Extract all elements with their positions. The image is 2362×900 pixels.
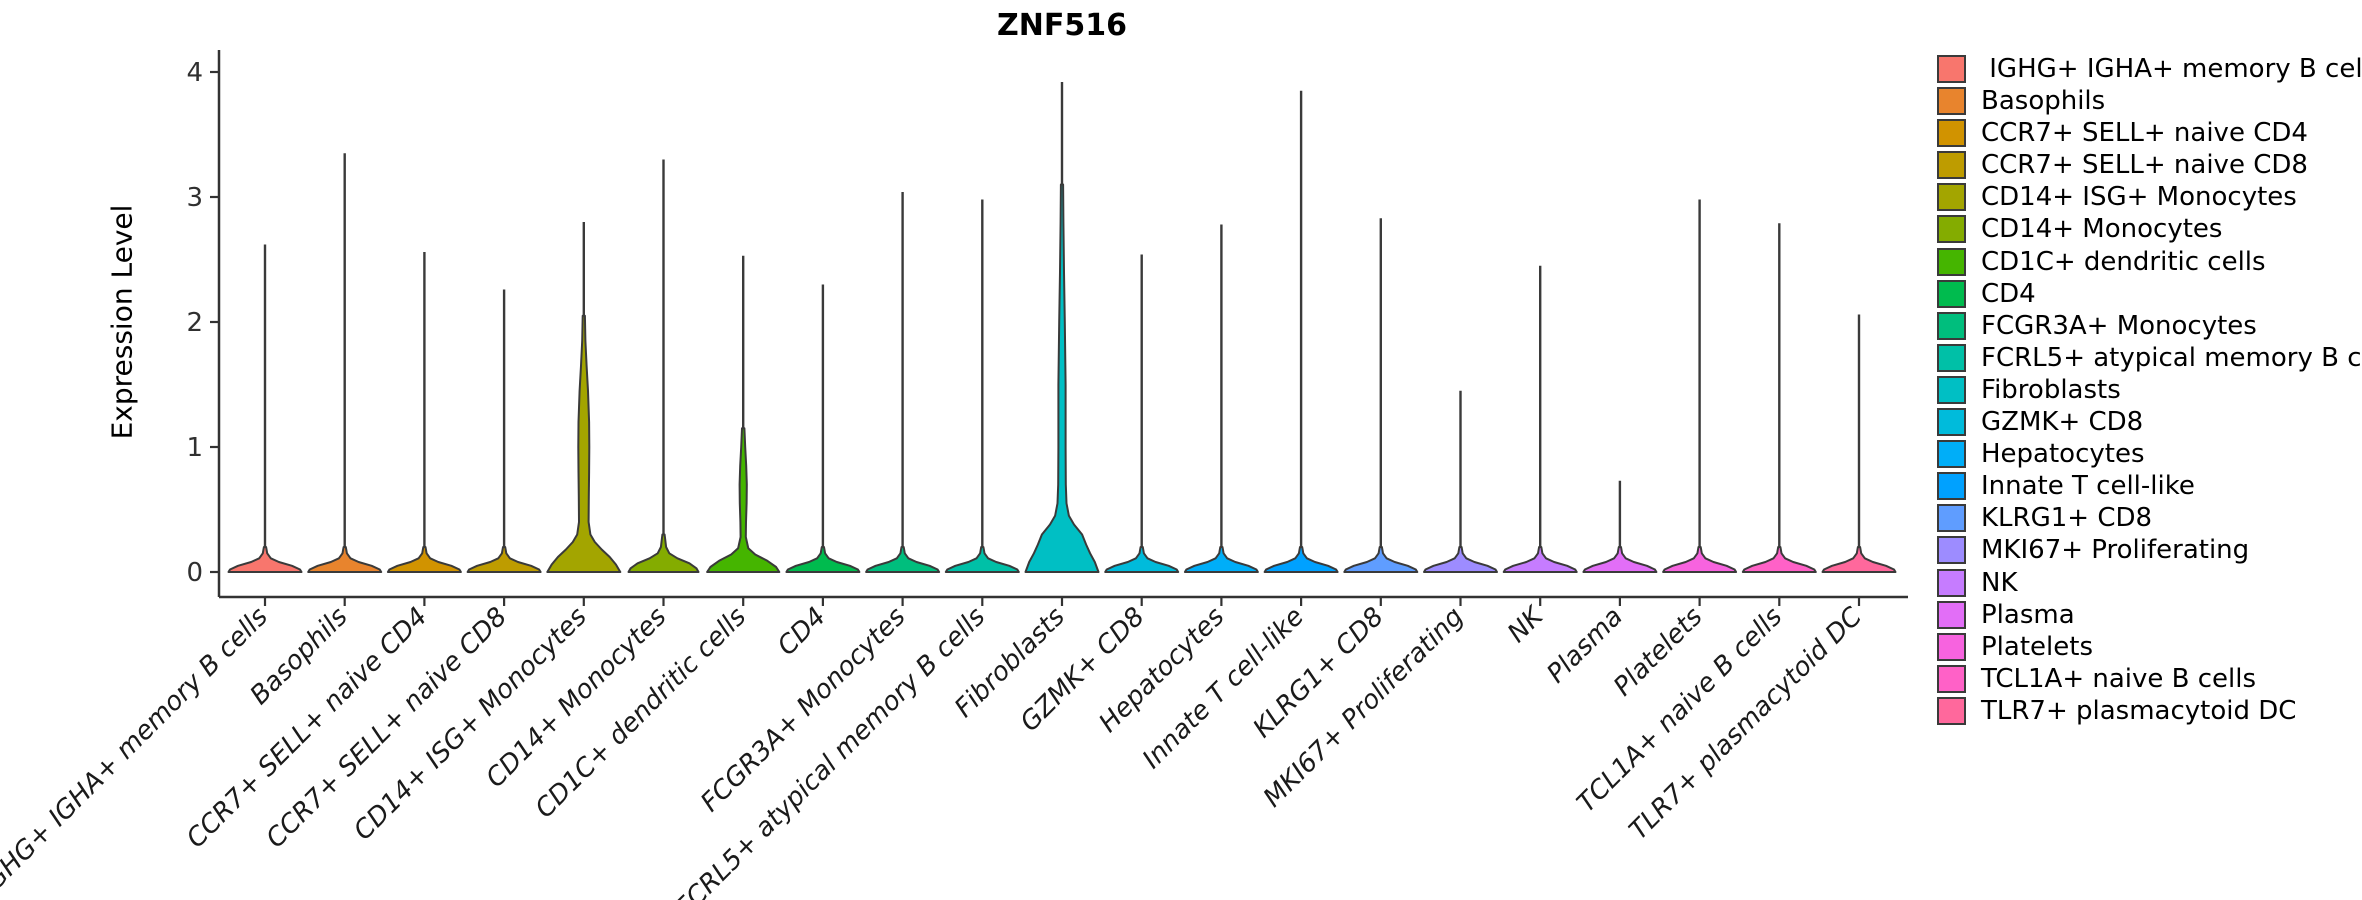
- legend-label: MKI67+ Proliferating: [1981, 535, 2250, 566]
- legend-item: Hepatocytes: [1937, 439, 2362, 470]
- legend-item: MKI67+ Proliferating: [1937, 535, 2362, 566]
- legend-item: Innate T cell-like: [1937, 471, 2362, 502]
- x-tick-label: IGHG+ IGHA+ memory B cells: [0, 602, 274, 900]
- legend-label: TCL1A+ naive B cells: [1981, 663, 2257, 694]
- violin: [1582, 546, 1658, 573]
- legend: IGHG+ IGHA+ memory B cells Basophils CCR…: [1937, 55, 2362, 729]
- legend-color-swatch-icon: [1937, 440, 1966, 469]
- violin: [227, 546, 303, 573]
- legend-color-swatch-icon: [1937, 600, 1966, 629]
- violin: [386, 546, 462, 573]
- violin: [546, 314, 622, 573]
- violin: [466, 546, 542, 573]
- legend-label: Hepatocytes: [1981, 439, 2145, 470]
- legend-label: CCR7+ SELL+ naive CD4: [1981, 118, 2308, 149]
- violin: [1183, 546, 1259, 573]
- y-tick-label: 4: [186, 58, 203, 88]
- legend-item: FCRL5+ atypical memory B cells: [1937, 342, 2362, 373]
- legend-item: CD14+ ISG+ Monocytes: [1937, 182, 2362, 213]
- violin: [1821, 546, 1897, 573]
- legend-color-swatch-icon: [1937, 247, 1966, 276]
- legend-item: TCL1A+ naive B cells: [1937, 663, 2362, 694]
- legend-color-swatch-icon: [1937, 408, 1966, 437]
- legend-label: IGHG+ IGHA+ memory B cells: [1981, 54, 2362, 84]
- legend-label: Fibroblasts: [1981, 374, 2121, 405]
- legend-color-swatch-icon: [1937, 215, 1966, 244]
- legend-item: CCR7+ SELL+ naive CD4: [1937, 118, 2362, 149]
- legend-label: FCGR3A+ Monocytes: [1981, 310, 2257, 341]
- legend-item: FCGR3A+ Monocytes: [1937, 310, 2362, 341]
- violin: [944, 546, 1020, 573]
- legend-label: CD14+ ISG+ Monocytes: [1981, 182, 2297, 213]
- legend-label: Platelets: [1981, 631, 2093, 662]
- legend-item: CD4: [1937, 278, 2362, 309]
- y-tick-label: 0: [186, 558, 203, 588]
- legend-item: NK: [1937, 567, 2362, 598]
- violin: [1343, 546, 1419, 573]
- legend-color-swatch-icon: [1937, 632, 1966, 661]
- legend-label: CD1C+ dendritic cells: [1981, 246, 2266, 277]
- x-tick-label: CD4: [772, 602, 832, 662]
- legend-label: FCRL5+ atypical memory B cells: [1981, 342, 2362, 373]
- legend-color-swatch-icon: [1937, 696, 1966, 725]
- legend-color-swatch-icon: [1937, 87, 1966, 116]
- violin: [785, 546, 861, 573]
- legend-item: TLR7+ plasmacytoid DC: [1937, 695, 2362, 726]
- legend-label: GZMK+ CD8: [1981, 407, 2144, 438]
- legend-color-swatch-icon: [1937, 568, 1966, 597]
- legend-item: Platelets: [1937, 631, 2362, 662]
- y-tick-label: 1: [186, 433, 203, 463]
- violin: [1502, 546, 1578, 573]
- y-tick-label: 3: [186, 183, 203, 213]
- legend-color-swatch-icon: [1937, 664, 1966, 693]
- violin: [307, 546, 383, 573]
- legend-color-swatch-icon: [1937, 504, 1966, 533]
- legend-color-swatch-icon: [1937, 151, 1966, 180]
- legend-item: Fibroblasts: [1937, 374, 2362, 405]
- violin: [1662, 546, 1738, 573]
- legend-color-swatch-icon: [1937, 311, 1966, 340]
- legend-color-swatch-icon: [1937, 472, 1966, 501]
- x-tick-label: NK: [1502, 600, 1550, 648]
- legend-color-swatch-icon: [1937, 279, 1966, 308]
- legend-item: CD1C+ dendritic cells: [1937, 246, 2362, 277]
- legend-label: TLR7+ plasmacytoid DC: [1981, 695, 2297, 726]
- y-tick-label: 2: [186, 308, 203, 338]
- legend-item: Plasma: [1937, 599, 2362, 630]
- violin: [627, 533, 700, 573]
- violin: [1741, 546, 1817, 573]
- chart-title: ZNF516: [997, 8, 1127, 43]
- legend-label: CD14+ Monocytes: [1981, 214, 2223, 245]
- legend-item: KLRG1+ CD8: [1937, 503, 2362, 534]
- legend-color-swatch-icon: [1937, 536, 1966, 565]
- legend-color-swatch-icon: [1937, 343, 1966, 372]
- violin: [706, 427, 781, 573]
- legend-color-swatch-icon: [1937, 375, 1966, 404]
- legend-color-swatch-icon: [1937, 55, 1966, 83]
- legend-color-swatch-icon: [1937, 183, 1966, 212]
- violin: [865, 546, 941, 573]
- violin: [1104, 546, 1180, 573]
- legend-item: IGHG+ IGHA+ memory B cells: [1937, 55, 2362, 83]
- legend-item: Basophils: [1937, 86, 2362, 117]
- violin: [1263, 546, 1339, 573]
- legend-item: GZMK+ CD8: [1937, 407, 2362, 438]
- legend-item: CD14+ Monocytes: [1937, 214, 2362, 245]
- legend-label: CD4: [1981, 278, 2036, 309]
- legend-item: CCR7+ SELL+ naive CD8: [1937, 150, 2362, 181]
- legend-label: NK: [1981, 567, 2018, 598]
- violin: [1423, 546, 1498, 573]
- legend-label: Basophils: [1981, 86, 2106, 117]
- legend-color-swatch-icon: [1937, 119, 1966, 148]
- legend-label: Plasma: [1981, 599, 2075, 630]
- violin: [1024, 183, 1100, 573]
- legend-label: CCR7+ SELL+ naive CD8: [1981, 150, 2308, 181]
- legend-label: Innate T cell-like: [1981, 471, 2195, 502]
- legend-label: KLRG1+ CD8: [1981, 503, 2153, 534]
